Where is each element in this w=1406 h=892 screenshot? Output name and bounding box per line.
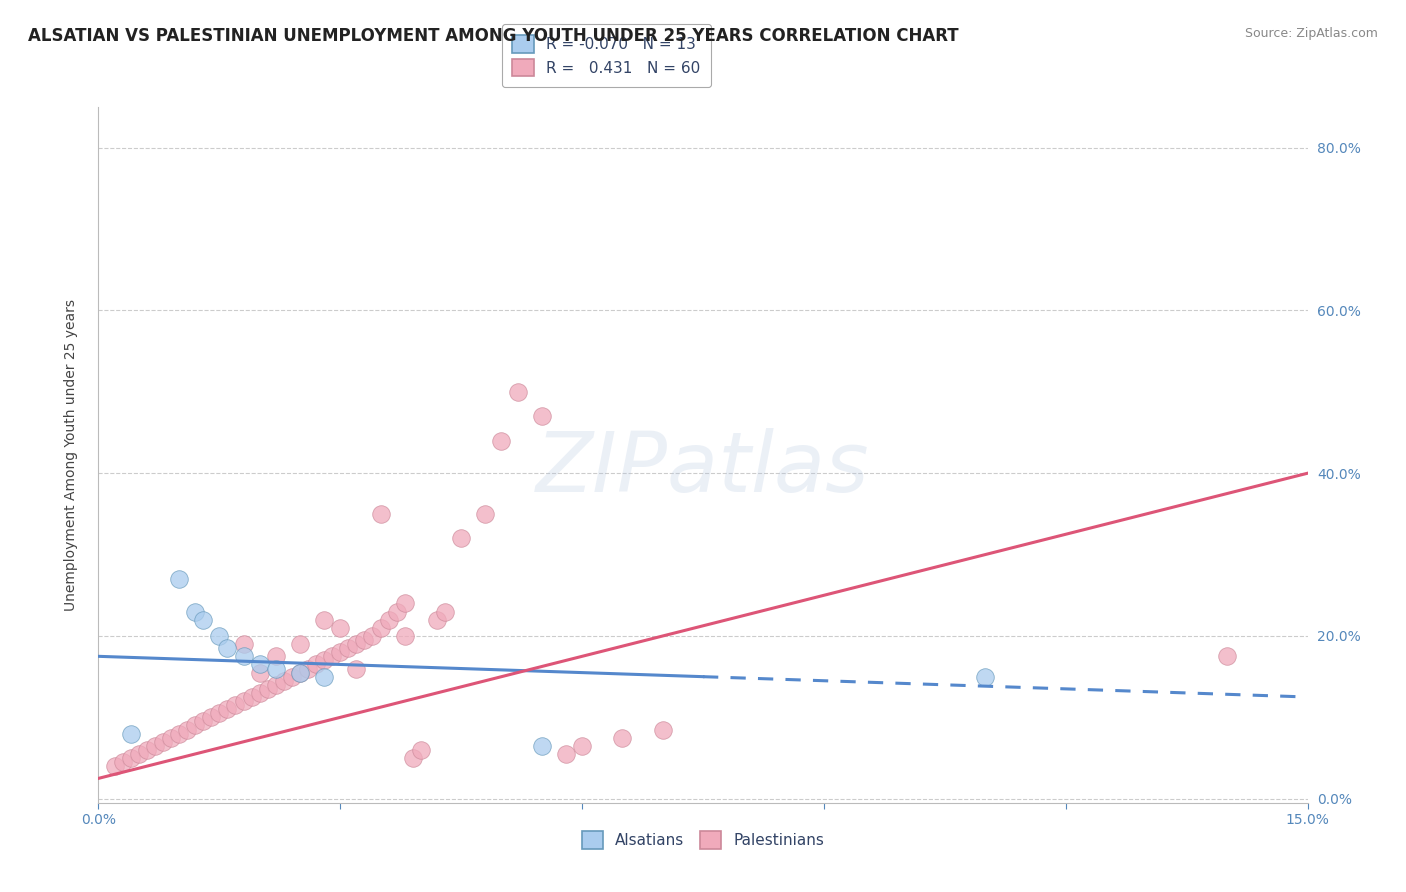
- Point: [208, 706, 231, 721]
- Point: [273, 673, 295, 688]
- Point: [1216, 649, 1239, 664]
- Point: [264, 661, 287, 675]
- Point: [288, 665, 311, 680]
- Point: [120, 726, 142, 740]
- Text: Source: ZipAtlas.com: Source: ZipAtlas.com: [1244, 27, 1378, 40]
- Point: [249, 686, 271, 700]
- Point: [264, 678, 287, 692]
- Point: [434, 605, 457, 619]
- Point: [377, 613, 399, 627]
- Point: [193, 714, 215, 729]
- Point: [409, 743, 432, 757]
- Point: [361, 629, 384, 643]
- Point: [321, 649, 343, 664]
- Point: [160, 731, 183, 745]
- Point: [402, 751, 425, 765]
- Point: [385, 605, 408, 619]
- Point: [370, 621, 392, 635]
- Point: [491, 434, 513, 448]
- Y-axis label: Unemployment Among Youth under 25 years: Unemployment Among Youth under 25 years: [63, 299, 77, 611]
- Point: [135, 743, 157, 757]
- Point: [474, 507, 496, 521]
- Text: ZIPatlas: ZIPatlas: [536, 428, 870, 509]
- Point: [305, 657, 328, 672]
- Point: [288, 637, 311, 651]
- Point: [264, 649, 287, 664]
- Point: [176, 723, 198, 737]
- Point: [426, 613, 449, 627]
- Point: [184, 605, 207, 619]
- Point: [530, 739, 553, 753]
- Point: [224, 698, 246, 713]
- Point: [217, 641, 239, 656]
- Point: [394, 596, 416, 610]
- Point: [193, 613, 215, 627]
- Point: [200, 710, 222, 724]
- Point: [314, 613, 336, 627]
- Point: [344, 661, 367, 675]
- Point: [314, 653, 336, 667]
- Point: [329, 645, 352, 659]
- Point: [232, 637, 254, 651]
- Point: [651, 723, 673, 737]
- Point: [256, 681, 278, 696]
- Point: [184, 718, 207, 732]
- Point: [217, 702, 239, 716]
- Point: [530, 409, 553, 424]
- Point: [353, 633, 375, 648]
- Point: [370, 507, 392, 521]
- Point: [288, 665, 311, 680]
- Point: [120, 751, 142, 765]
- Point: [344, 637, 367, 651]
- Point: [143, 739, 166, 753]
- Point: [297, 661, 319, 675]
- Point: [232, 649, 254, 664]
- Point: [152, 735, 174, 749]
- Point: [974, 670, 997, 684]
- Point: [103, 759, 125, 773]
- Point: [240, 690, 263, 704]
- Point: [167, 726, 190, 740]
- Point: [450, 532, 472, 546]
- Point: [208, 629, 231, 643]
- Legend: Alsatians, Palestinians: Alsatians, Palestinians: [572, 822, 834, 858]
- Point: [167, 572, 190, 586]
- Point: [111, 755, 134, 769]
- Point: [555, 747, 578, 761]
- Point: [571, 739, 593, 753]
- Point: [232, 694, 254, 708]
- Point: [612, 731, 634, 745]
- Point: [281, 670, 304, 684]
- Point: [329, 621, 352, 635]
- Point: [249, 657, 271, 672]
- Point: [506, 384, 529, 399]
- Point: [128, 747, 150, 761]
- Point: [394, 629, 416, 643]
- Text: ALSATIAN VS PALESTINIAN UNEMPLOYMENT AMONG YOUTH UNDER 25 YEARS CORRELATION CHAR: ALSATIAN VS PALESTINIAN UNEMPLOYMENT AMO…: [28, 27, 959, 45]
- Point: [314, 670, 336, 684]
- Point: [337, 641, 360, 656]
- Point: [249, 665, 271, 680]
